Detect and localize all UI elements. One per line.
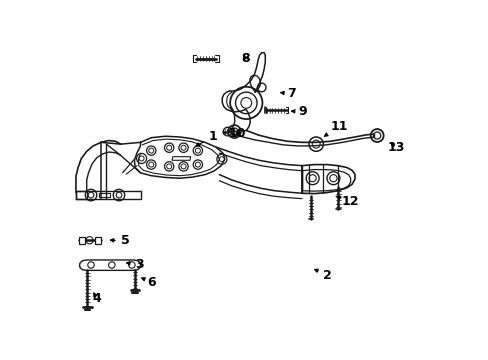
- Text: 8: 8: [241, 51, 249, 64]
- Text: 3: 3: [126, 258, 143, 271]
- Polygon shape: [172, 157, 190, 160]
- Polygon shape: [94, 237, 101, 244]
- Polygon shape: [79, 237, 85, 244]
- Text: 12: 12: [335, 195, 358, 208]
- Polygon shape: [99, 193, 110, 197]
- Text: 10: 10: [228, 127, 245, 140]
- Text: 9: 9: [291, 105, 306, 118]
- Text: 1: 1: [196, 130, 217, 146]
- Text: 7: 7: [280, 87, 296, 100]
- Text: 13: 13: [387, 141, 405, 154]
- Text: 2: 2: [314, 269, 331, 282]
- Text: 11: 11: [324, 120, 347, 136]
- Text: 5: 5: [110, 234, 129, 247]
- Text: 6: 6: [142, 276, 156, 289]
- Text: 4: 4: [92, 292, 101, 305]
